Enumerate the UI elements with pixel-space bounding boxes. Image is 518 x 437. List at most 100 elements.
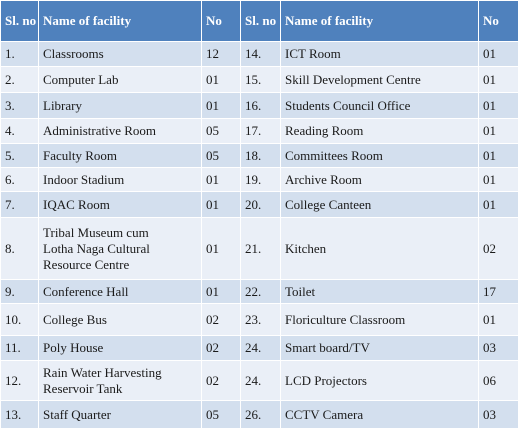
table-header: Sl. no Name of facility No Sl. no Name o…	[0, 0, 518, 42]
count-cell: 02	[201, 360, 241, 401]
sl-no-cell: 13.	[0, 400, 39, 429]
facility-cell: Committees Room	[280, 143, 479, 168]
sl-no-cell: 26.	[240, 400, 281, 429]
count-cell: 01	[478, 118, 518, 144]
sl-no-cell: 24.	[240, 360, 281, 401]
table-row: 9. Conference Hall 01 22. Toilet 17	[0, 279, 518, 304]
count-cell: 01	[478, 191, 518, 218]
facility-cell: Indoor Stadium	[38, 167, 202, 192]
facility-cell: Computer Lab	[38, 66, 202, 93]
table-row: 4. Administrative Room 05 17. Reading Ro…	[0, 118, 518, 144]
facility-cell: Reading Room	[280, 118, 479, 144]
facility-cell: Poly House	[38, 335, 202, 361]
table-row: 6. Indoor Stadium 01 19. Archive Room 01	[0, 167, 518, 192]
facility-cell: College Bus	[38, 303, 202, 336]
table-row: 12. Rain Water Harvesting Reservoir Tank…	[0, 360, 518, 401]
sl-no-cell: 5.	[0, 143, 39, 168]
count-cell: 01	[201, 66, 241, 93]
sl-no-cell: 4.	[0, 118, 39, 144]
sl-no-cell: 23.	[240, 303, 281, 336]
count-cell: 01	[478, 41, 518, 67]
header-facility-1: Name of facility	[38, 0, 202, 42]
sl-no-cell: 16.	[240, 92, 281, 119]
count-cell: 01	[478, 167, 518, 192]
sl-no-cell: 9.	[0, 279, 39, 304]
facility-cell: CCTV Camera	[280, 400, 479, 429]
table-row: 1. Classrooms 12 14. ICT Room 01	[0, 41, 518, 67]
table-row: 2. Computer Lab 01 15. Skill Development…	[0, 66, 518, 93]
count-cell: 01	[478, 66, 518, 93]
count-cell: 05	[201, 143, 241, 168]
sl-no-cell: 17.	[240, 118, 281, 144]
facility-cell: Archive Room	[280, 167, 479, 192]
count-cell: 01	[478, 92, 518, 119]
count-cell: 02	[478, 217, 518, 280]
count-cell: 03	[478, 400, 518, 429]
sl-no-cell: 10.	[0, 303, 39, 336]
facility-cell: IQAC Room	[38, 191, 202, 218]
table-row: 8. Tribal Museum cum Lotha Naga Cultural…	[0, 217, 518, 280]
facility-cell: Smart board/TV	[280, 335, 479, 361]
sl-no-cell: 3.	[0, 92, 39, 119]
table-body: 1. Classrooms 12 14. ICT Room 01 2. Comp…	[0, 41, 518, 429]
facility-cell: ICT Room	[280, 41, 479, 67]
sl-no-cell: 19.	[240, 167, 281, 192]
sl-no-cell: 2.	[0, 66, 39, 93]
count-cell: 01	[478, 303, 518, 336]
facility-cell: College Canteen	[280, 191, 479, 218]
count-cell: 02	[201, 335, 241, 361]
facility-cell: Skill Development Centre	[280, 66, 479, 93]
count-cell: 03	[478, 335, 518, 361]
sl-no-cell: 20.	[240, 191, 281, 218]
facility-cell: Administrative Room	[38, 118, 202, 144]
table-row: 11. Poly House 02 24. Smart board/TV 03	[0, 335, 518, 361]
table-row: 13. Staff Quarter 05 26. CCTV Camera 03	[0, 400, 518, 429]
header-sl-no-2: Sl. no	[240, 0, 281, 42]
facility-cell: Students Council Office	[280, 92, 479, 119]
facility-cell: Classrooms	[38, 41, 202, 67]
facility-cell: Library	[38, 92, 202, 119]
facility-cell: Staff Quarter	[38, 400, 202, 429]
sl-no-cell: 24.	[240, 335, 281, 361]
facility-cell: LCD Projectors	[280, 360, 479, 401]
sl-no-cell: 15.	[240, 66, 281, 93]
count-cell: 12	[201, 41, 241, 67]
facility-cell: Tribal Museum cum Lotha Naga Cultural Re…	[38, 217, 202, 280]
facility-cell: Conference Hall	[38, 279, 202, 304]
table-row: 5. Faculty Room 05 18. Committees Room 0…	[0, 143, 518, 168]
sl-no-cell: 8.	[0, 217, 39, 280]
count-cell: 01	[478, 143, 518, 168]
count-cell: 17	[478, 279, 518, 304]
facility-cell: Faculty Room	[38, 143, 202, 168]
table-row: 3. Library 01 16. Students Council Offic…	[0, 92, 518, 119]
sl-no-cell: 11.	[0, 335, 39, 361]
facility-cell: Floriculture Classroom	[280, 303, 479, 336]
count-cell: 05	[201, 400, 241, 429]
sl-no-cell: 1.	[0, 41, 39, 67]
header-facility-2: Name of facility	[280, 0, 479, 42]
facility-cell: Toilet	[280, 279, 479, 304]
header-sl-no-1: Sl. no	[0, 0, 39, 42]
count-cell: 01	[201, 92, 241, 119]
table-row: 7. IQAC Room 01 20. College Canteen 01	[0, 191, 518, 218]
sl-no-cell: 22.	[240, 279, 281, 304]
count-cell: 01	[201, 279, 241, 304]
sl-no-cell: 21.	[240, 217, 281, 280]
sl-no-cell: 7.	[0, 191, 39, 218]
header-row: Sl. no Name of facility No Sl. no Name o…	[0, 0, 518, 42]
sl-no-cell: 12.	[0, 360, 39, 401]
header-no-2: No	[478, 0, 518, 42]
sl-no-cell: 18.	[240, 143, 281, 168]
count-cell: 01	[201, 217, 241, 280]
header-no-1: No	[201, 0, 241, 42]
count-cell: 01	[201, 191, 241, 218]
table-row: 10. College Bus 02 23. Floriculture Clas…	[0, 303, 518, 336]
count-cell: 02	[201, 303, 241, 336]
facility-cell: Kitchen	[280, 217, 479, 280]
facility-cell: Rain Water Harvesting Reservoir Tank	[38, 360, 202, 401]
count-cell: 01	[201, 167, 241, 192]
sl-no-cell: 6.	[0, 167, 39, 192]
count-cell: 05	[201, 118, 241, 144]
count-cell: 06	[478, 360, 518, 401]
